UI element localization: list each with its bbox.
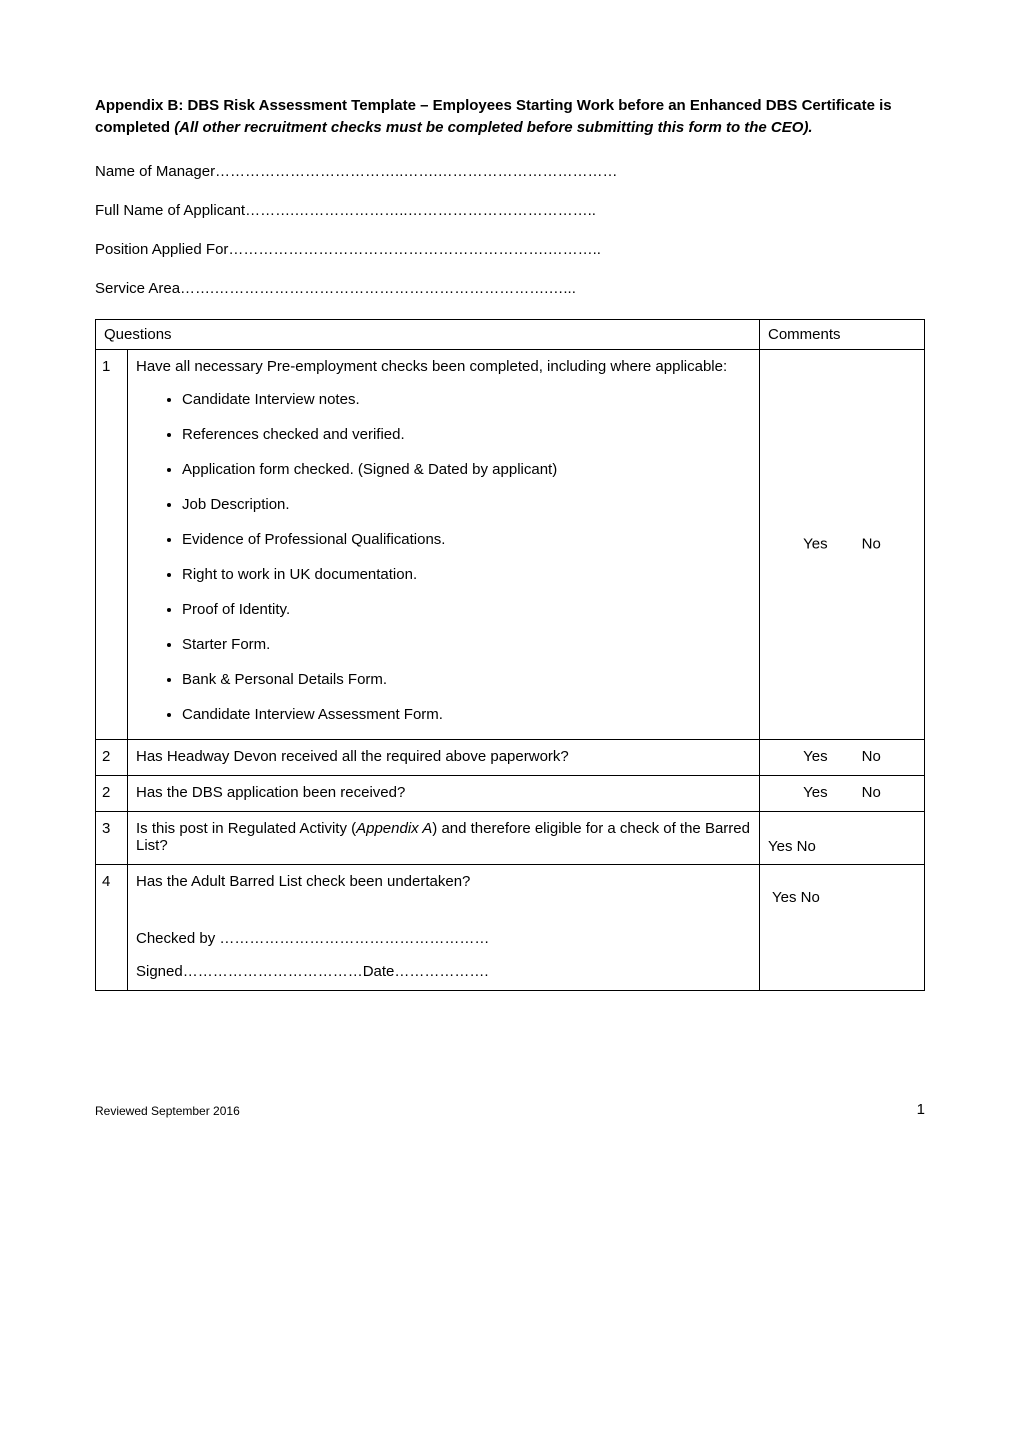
row-comments[interactable]: Yes No	[760, 739, 925, 775]
table-row: 2 Has Headway Devon received all the req…	[96, 739, 925, 775]
row-number: 1	[96, 349, 128, 739]
questions-table: Questions Comments 1 Have all necessary …	[95, 319, 925, 991]
no-option[interactable]: No	[862, 748, 881, 765]
yes-option[interactable]: Yes	[803, 784, 827, 801]
checked-by-field[interactable]: Checked by ………………………………………………	[136, 930, 751, 947]
signed-date-field[interactable]: Signed………………………………Date……………….	[136, 963, 751, 980]
list-item: Right to work in UK documentation.	[182, 566, 751, 583]
footer-left: Reviewed September 2016	[95, 1104, 240, 1118]
list-item: Bank & Personal Details Form.	[182, 671, 751, 688]
header-comments: Comments	[760, 319, 925, 349]
list-item: Candidate Interview notes.	[182, 391, 751, 408]
row-question: Have all necessary Pre-employment checks…	[128, 349, 760, 739]
yes-option[interactable]: Yes	[803, 748, 827, 765]
row-question: Has the Adult Barred List check been und…	[128, 864, 760, 990]
yes-option[interactable]: Yes	[803, 536, 827, 553]
row-question: Has Headway Devon received all the requi…	[128, 739, 760, 775]
row-comments[interactable]: Yes No	[760, 349, 925, 739]
list-item: Evidence of Professional Qualifications.	[182, 531, 751, 548]
page-number: 1	[917, 1101, 925, 1118]
no-option[interactable]: No	[862, 784, 881, 801]
q3-pre: Is this post in Regulated Activity (	[136, 820, 356, 837]
title-italic: (All other recruitment checks must be co…	[174, 119, 812, 136]
row-comments[interactable]: Yes No	[760, 811, 925, 864]
row-comments[interactable]: Yes No	[760, 864, 925, 990]
table-row: 3 Is this post in Regulated Activity (Ap…	[96, 811, 925, 864]
row-question: Has the DBS application been received?	[128, 775, 760, 811]
list-item: Candidate Interview Assessment Form.	[182, 706, 751, 723]
row-question: Is this post in Regulated Activity (Appe…	[128, 811, 760, 864]
header-questions: Questions	[96, 319, 760, 349]
service-area-field[interactable]: Service Area…….………………………………………………………….….…	[95, 280, 925, 297]
no-option[interactable]: No	[797, 838, 816, 855]
q1-intro: Have all necessary Pre-employment checks…	[136, 358, 751, 375]
list-item: References checked and verified.	[182, 426, 751, 443]
manager-field[interactable]: Name of Manager………………………………..…….………………………	[95, 163, 925, 180]
q1-bullets: Candidate Interview notes. References ch…	[136, 391, 751, 723]
q3-italic: Appendix A	[356, 820, 432, 837]
row-number: 2	[96, 739, 128, 775]
table-row: 1 Have all necessary Pre-employment chec…	[96, 349, 925, 739]
no-option[interactable]: No	[862, 536, 881, 553]
q4-text: Has the Adult Barred List check been und…	[136, 873, 751, 890]
list-item: Job Description.	[182, 496, 751, 513]
row-number: 2	[96, 775, 128, 811]
table-row: 4 Has the Adult Barred List check been u…	[96, 864, 925, 990]
yes-option[interactable]: Yes	[768, 838, 792, 855]
position-field[interactable]: Position Applied For………………………………………………………	[95, 241, 925, 258]
list-item: Application form checked. (Signed & Date…	[182, 461, 751, 478]
form-title: Appendix B: DBS Risk Assessment Template…	[95, 95, 925, 139]
table-header-row: Questions Comments	[96, 319, 925, 349]
yesno-label[interactable]: Yes No	[772, 889, 820, 906]
applicant-field[interactable]: Full Name of Applicant……….…………………..………………	[95, 202, 925, 219]
page-footer: Reviewed September 2016 1	[95, 1101, 925, 1118]
row-number: 3	[96, 811, 128, 864]
list-item: Starter Form.	[182, 636, 751, 653]
table-row: 2 Has the DBS application been received?…	[96, 775, 925, 811]
row-comments[interactable]: Yes No	[760, 775, 925, 811]
row-number: 4	[96, 864, 128, 990]
list-item: Proof of Identity.	[182, 601, 751, 618]
